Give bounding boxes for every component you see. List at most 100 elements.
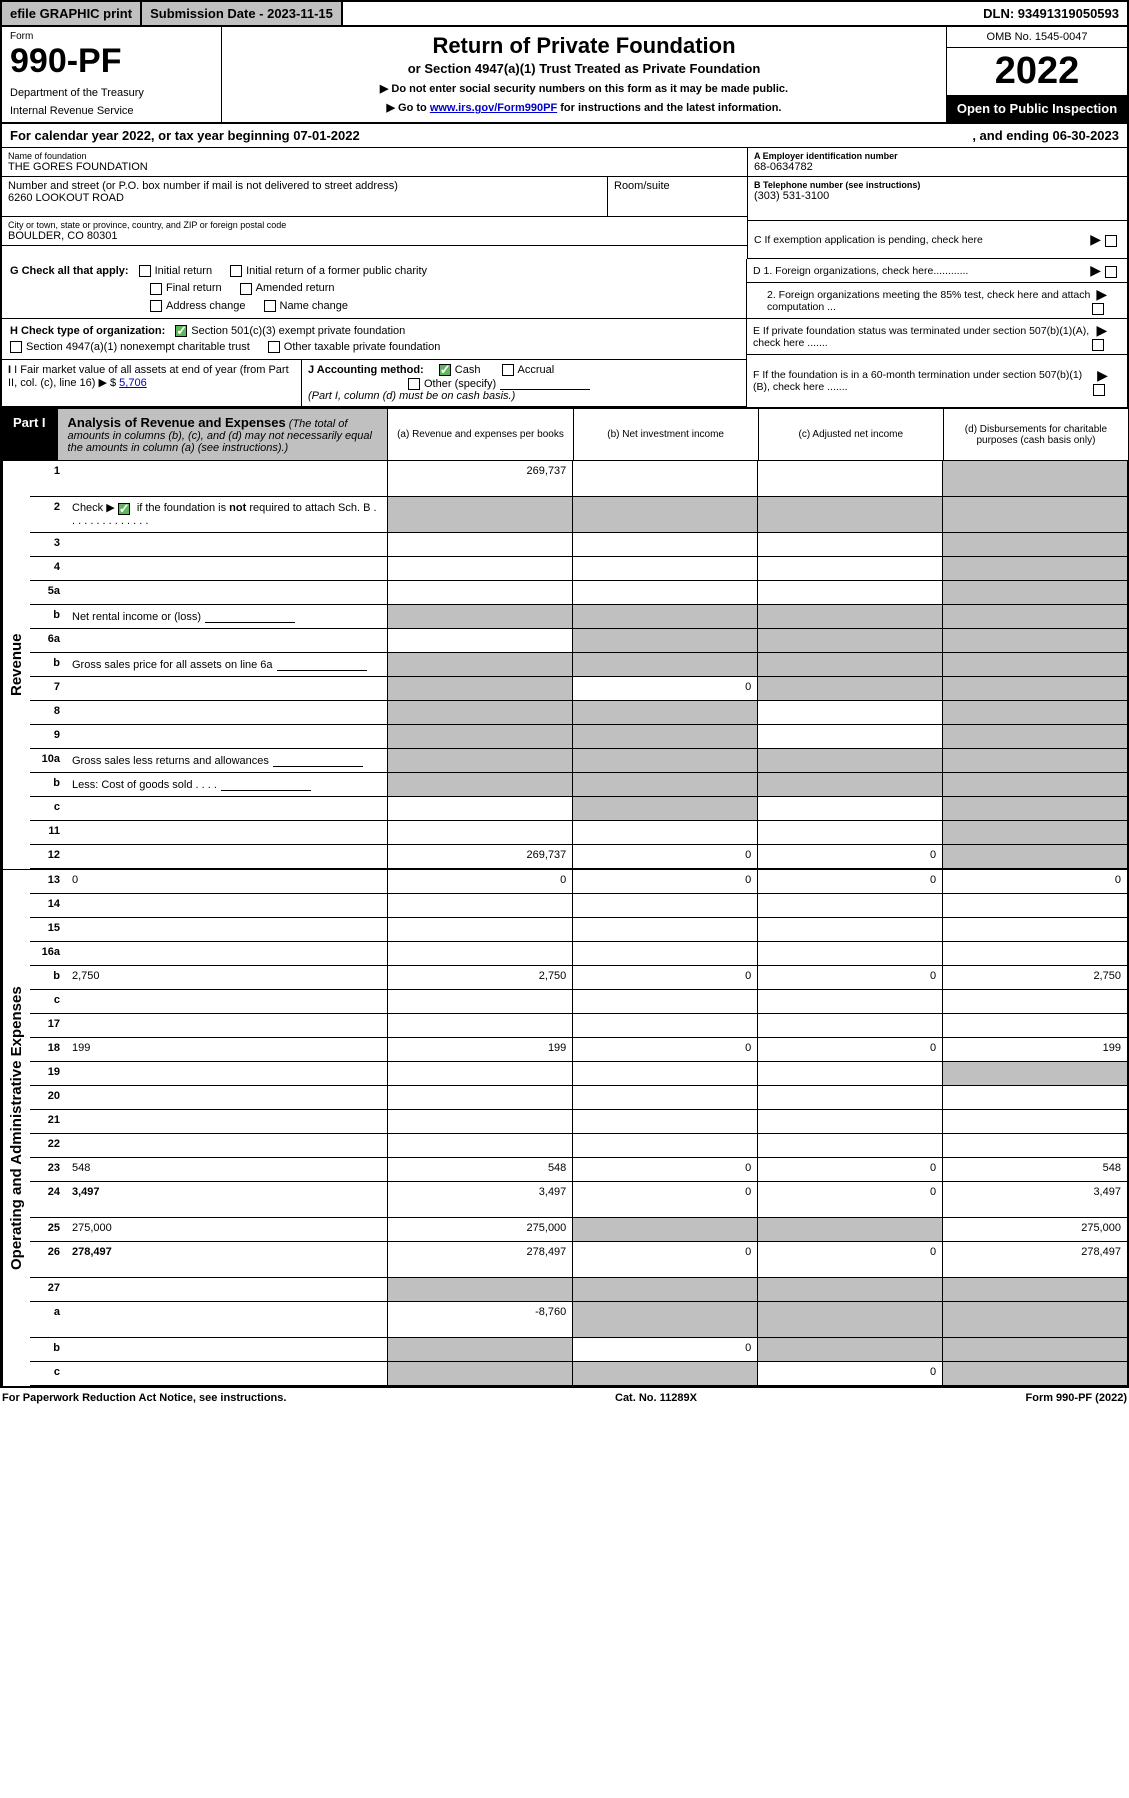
header-center: Return of Private Foundation or Section …	[222, 27, 947, 122]
cell-a: 0	[387, 870, 572, 893]
cell-c	[757, 629, 942, 652]
row-number: 7	[30, 677, 66, 700]
cell-b: 0	[572, 1182, 757, 1217]
schb-checkbox[interactable]	[118, 503, 130, 515]
cell-c	[757, 701, 942, 724]
row-number: c	[30, 797, 66, 820]
expenses-rows: 1300000141516ab2,7502,750002,750c1718199…	[30, 870, 1127, 1386]
cell-b	[572, 653, 757, 676]
row-desc	[66, 1062, 387, 1085]
chk-501c3[interactable]	[175, 325, 187, 337]
form-title: Return of Private Foundation	[230, 33, 938, 59]
f-checkbox[interactable]	[1093, 384, 1105, 396]
city-label: City or town, state or province, country…	[8, 220, 741, 230]
chk-cash[interactable]	[439, 364, 451, 376]
cell-b	[572, 1278, 757, 1301]
d1-checkbox[interactable]	[1105, 266, 1117, 278]
fmv-value[interactable]: 5,706	[119, 377, 147, 389]
cell-c	[757, 1218, 942, 1241]
row-desc	[66, 821, 387, 844]
cell-d	[942, 773, 1127, 796]
c-checkbox[interactable]	[1105, 235, 1117, 247]
revenue-table: Revenue 1269,7372Check ▶ if the foundati…	[0, 461, 1129, 870]
entity-left: Name of foundation THE GORES FOUNDATION …	[2, 148, 747, 259]
address-row: Number and street (or P.O. box number if…	[2, 177, 747, 217]
table-row: 21	[30, 1110, 1127, 1134]
cell-c: 0	[757, 845, 942, 868]
cell-a	[387, 749, 572, 772]
cell-b	[572, 1110, 757, 1133]
h-row: H Check type of organization: Section 50…	[2, 319, 746, 360]
row-number: 10a	[30, 749, 66, 772]
row-desc	[66, 894, 387, 917]
cell-b	[572, 894, 757, 917]
submission-date: Submission Date - 2023-11-15	[142, 2, 343, 25]
table-row: 14	[30, 894, 1127, 918]
chk-4947a1[interactable]	[10, 341, 22, 353]
e-check: E If private foundation status was termi…	[747, 319, 1127, 355]
chk-other-method[interactable]	[408, 378, 420, 390]
cell-b	[572, 533, 757, 556]
chk-address-change[interactable]	[150, 300, 162, 312]
cell-d	[942, 1278, 1127, 1301]
h-label: H Check type of organization:	[10, 325, 165, 337]
table-row: 2354854800548	[30, 1158, 1127, 1182]
d1-check: D 1. Foreign organizations, check here..…	[747, 259, 1127, 283]
cell-d	[942, 894, 1127, 917]
part1-header: Part I Analysis of Revenue and Expenses …	[0, 407, 1129, 461]
c-check: C If exemption application is pending, c…	[748, 221, 1127, 259]
cell-c	[757, 1062, 942, 1085]
foundation-name-cell: Name of foundation THE GORES FOUNDATION	[2, 148, 747, 177]
cell-a	[387, 942, 572, 965]
chk-other-taxable[interactable]	[268, 341, 280, 353]
cell-c	[757, 1278, 942, 1301]
cell-d	[942, 1014, 1127, 1037]
d1-label: D 1. Foreign organizations, check here..…	[753, 265, 968, 277]
table-row: 70	[30, 677, 1127, 701]
row-number: 4	[30, 557, 66, 580]
cell-d	[942, 605, 1127, 628]
cell-d	[942, 725, 1127, 748]
tax-year-begin: For calendar year 2022, or tax year begi…	[10, 128, 972, 143]
chk-amended-return[interactable]	[240, 283, 252, 295]
f-check: F If the foundation is in a 60-month ter…	[747, 355, 1127, 407]
chk-accrual[interactable]	[502, 364, 514, 376]
cell-c	[757, 533, 942, 556]
cell-a	[387, 1062, 572, 1085]
cell-a	[387, 605, 572, 628]
row-desc	[66, 701, 387, 724]
chk-initial-return[interactable]	[139, 265, 151, 277]
table-row: c	[30, 990, 1127, 1014]
row-number: 22	[30, 1134, 66, 1157]
expenses-table: Operating and Administrative Expenses 13…	[0, 870, 1129, 1388]
cell-b	[572, 701, 757, 724]
cell-c	[757, 1338, 942, 1361]
irs-link[interactable]: www.irs.gov/Form990PF	[430, 102, 557, 114]
street-address: 6260 LOOKOUT ROAD	[8, 192, 601, 204]
f-label: F If the foundation is in a 60-month ter…	[753, 369, 1093, 393]
cell-c	[757, 749, 942, 772]
row-desc	[66, 797, 387, 820]
d2-checkbox[interactable]	[1092, 303, 1104, 315]
col-a-header: (a) Revenue and expenses per books	[387, 409, 572, 460]
table-row: 11	[30, 821, 1127, 845]
row-number: 2	[30, 497, 66, 532]
row-desc: 2,750	[66, 966, 387, 989]
cell-d	[942, 749, 1127, 772]
chk-name-change[interactable]	[264, 300, 276, 312]
row-number: 12	[30, 845, 66, 868]
cell-d	[942, 845, 1127, 868]
cell-a: 2,750	[387, 966, 572, 989]
row-desc	[66, 1302, 387, 1337]
row-desc: Gross sales price for all assets on line…	[66, 653, 387, 676]
form-header: Form 990-PF Department of the Treasury I…	[0, 27, 1129, 124]
d2-check: 2. Foreign organizations meeting the 85%…	[747, 283, 1127, 319]
row-desc: Check ▶ if the foundation is not require…	[66, 497, 387, 532]
chk-initial-former[interactable]	[230, 265, 242, 277]
row-number: 9	[30, 725, 66, 748]
e-checkbox[interactable]	[1092, 339, 1104, 351]
row-number: 14	[30, 894, 66, 917]
row-desc	[66, 990, 387, 1013]
row-number: 21	[30, 1110, 66, 1133]
chk-final-return[interactable]	[150, 283, 162, 295]
